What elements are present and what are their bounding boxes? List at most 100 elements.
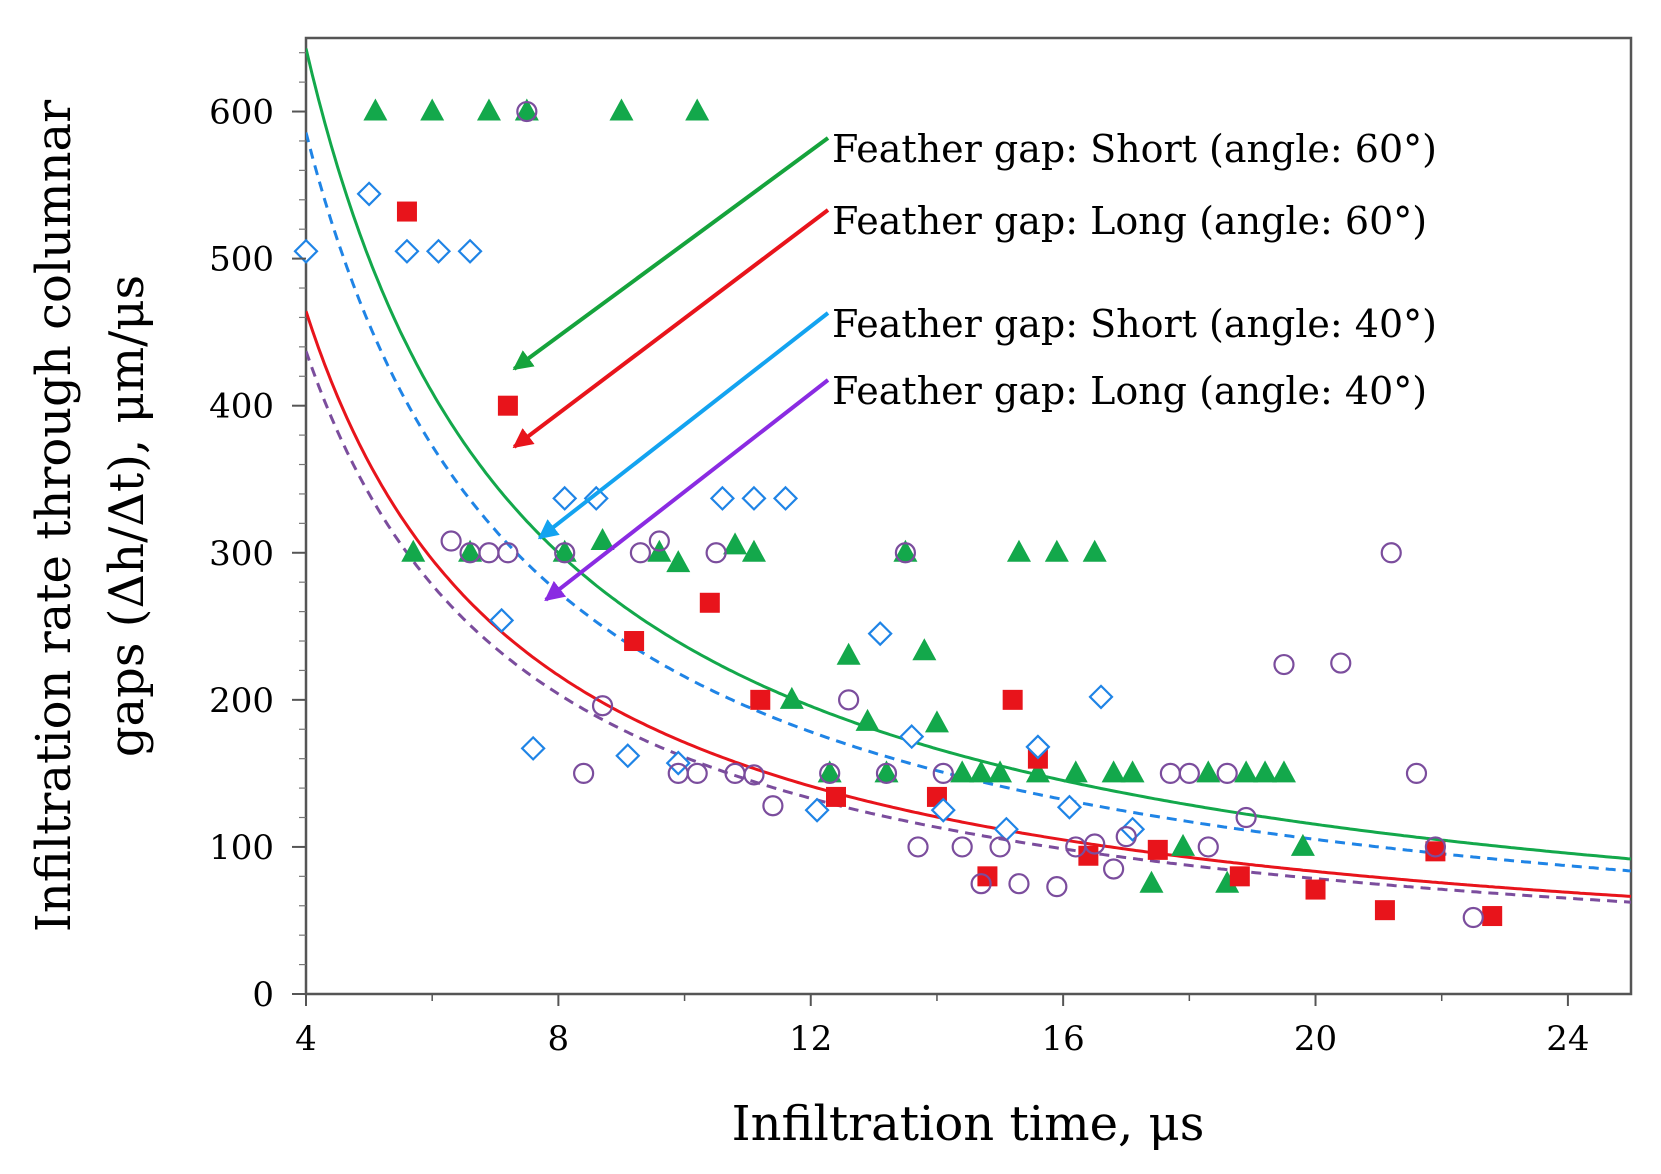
data-point bbox=[425, 238, 452, 264]
data-point bbox=[723, 532, 748, 555]
data-point bbox=[440, 530, 462, 552]
annotation-arrow bbox=[544, 378, 830, 602]
data-point bbox=[624, 631, 645, 652]
x-tick-label: 8 bbox=[548, 1019, 570, 1059]
data-point bbox=[1305, 879, 1326, 900]
data-point bbox=[838, 689, 860, 711]
data-point bbox=[875, 762, 898, 784]
data-point bbox=[988, 760, 1013, 783]
y-axis-title-line2: gaps (Δh/Δt), μm/μs bbox=[99, 275, 155, 757]
data-point bbox=[1171, 833, 1196, 856]
data-point bbox=[1115, 826, 1137, 848]
data-point bbox=[356, 181, 382, 207]
data-point bbox=[497, 395, 518, 416]
data-point bbox=[826, 786, 846, 807]
annotation-label: Feather gap: Short (angle: 60°) bbox=[832, 127, 1437, 171]
data-point bbox=[874, 760, 899, 783]
data-point bbox=[1008, 873, 1030, 895]
data-point bbox=[1088, 684, 1114, 710]
data-point bbox=[1380, 542, 1402, 564]
annotation-arrow bbox=[512, 136, 830, 371]
legend-annotations: Feather gap: Short (angle: 60°) Feather g… bbox=[512, 127, 1437, 602]
data-point bbox=[772, 485, 799, 511]
data-point bbox=[930, 797, 956, 823]
data-point bbox=[699, 592, 720, 613]
data-point bbox=[1044, 539, 1069, 562]
data-point bbox=[989, 836, 1011, 858]
axes: 4 8 12 16 20 24 0 100 200 300 400 500 600 bbox=[209, 52, 1590, 1059]
data-point bbox=[1139, 870, 1164, 893]
data-point bbox=[1424, 836, 1447, 858]
data-point bbox=[1178, 762, 1200, 784]
fit-curve bbox=[306, 310, 1631, 898]
data-point bbox=[750, 689, 771, 710]
data-point bbox=[476, 98, 501, 121]
data-point bbox=[1216, 762, 1238, 784]
data-point bbox=[685, 98, 710, 121]
x-tick-label: 12 bbox=[789, 1019, 832, 1059]
data-point bbox=[1120, 760, 1145, 783]
data-point bbox=[458, 539, 483, 562]
data-point bbox=[924, 710, 949, 733]
data-point bbox=[1196, 760, 1221, 783]
fit-curve bbox=[306, 350, 1631, 904]
data-point bbox=[1025, 760, 1050, 783]
y-tick-label: 0 bbox=[252, 975, 274, 1015]
data-point bbox=[709, 485, 735, 511]
data-points bbox=[293, 98, 1503, 929]
data-point bbox=[401, 539, 426, 562]
data-point bbox=[1025, 734, 1051, 760]
data-point bbox=[1425, 841, 1446, 862]
data-point bbox=[552, 485, 578, 511]
data-point bbox=[591, 695, 614, 717]
y-axis-title-line1: Infiltration rate through columnar bbox=[26, 100, 82, 932]
data-point bbox=[899, 724, 925, 750]
data-point bbox=[893, 539, 918, 562]
data-point bbox=[1046, 876, 1068, 898]
data-point bbox=[1197, 836, 1219, 858]
data-point bbox=[779, 686, 804, 709]
data-point bbox=[804, 797, 830, 823]
data-point bbox=[836, 642, 861, 665]
data-point bbox=[497, 542, 519, 564]
data-point bbox=[1271, 760, 1296, 783]
data-point bbox=[363, 98, 388, 121]
data-point bbox=[950, 760, 975, 783]
data-point bbox=[293, 238, 319, 264]
data-point bbox=[1405, 762, 1428, 784]
data-point bbox=[1462, 906, 1484, 929]
data-point bbox=[666, 550, 691, 573]
data-point bbox=[855, 708, 880, 731]
annotation-label: Feather gap: Long (angle: 60°) bbox=[832, 199, 1427, 243]
data-point bbox=[969, 760, 994, 783]
y-tick-label: 300 bbox=[209, 534, 274, 574]
x-tick-label: 20 bbox=[1294, 1019, 1337, 1059]
data-point bbox=[648, 530, 670, 552]
data-point bbox=[1330, 652, 1352, 674]
data-point bbox=[457, 238, 483, 264]
data-point bbox=[554, 542, 576, 564]
y-tick-label: 200 bbox=[209, 681, 274, 721]
data-point bbox=[615, 743, 641, 769]
annotation-label: Feather gap: Short (angle: 40°) bbox=[832, 302, 1437, 346]
data-point bbox=[394, 238, 420, 264]
data-point bbox=[762, 795, 784, 817]
data-point bbox=[1229, 866, 1250, 887]
data-point bbox=[912, 638, 937, 661]
data-point bbox=[1063, 760, 1088, 783]
data-point bbox=[970, 873, 992, 895]
data-point bbox=[1374, 900, 1395, 921]
data-point bbox=[1056, 794, 1083, 820]
data-point bbox=[932, 762, 954, 784]
data-point bbox=[1084, 833, 1106, 855]
data-point bbox=[1103, 858, 1125, 880]
data-point bbox=[1101, 760, 1126, 783]
x-tick-label: 24 bbox=[1546, 1019, 1589, 1059]
data-point bbox=[1215, 870, 1240, 893]
data-point bbox=[1290, 833, 1315, 856]
data-point bbox=[705, 542, 727, 564]
data-point bbox=[396, 201, 417, 222]
y-tick-label: 600 bbox=[209, 93, 274, 133]
data-point bbox=[819, 762, 841, 784]
